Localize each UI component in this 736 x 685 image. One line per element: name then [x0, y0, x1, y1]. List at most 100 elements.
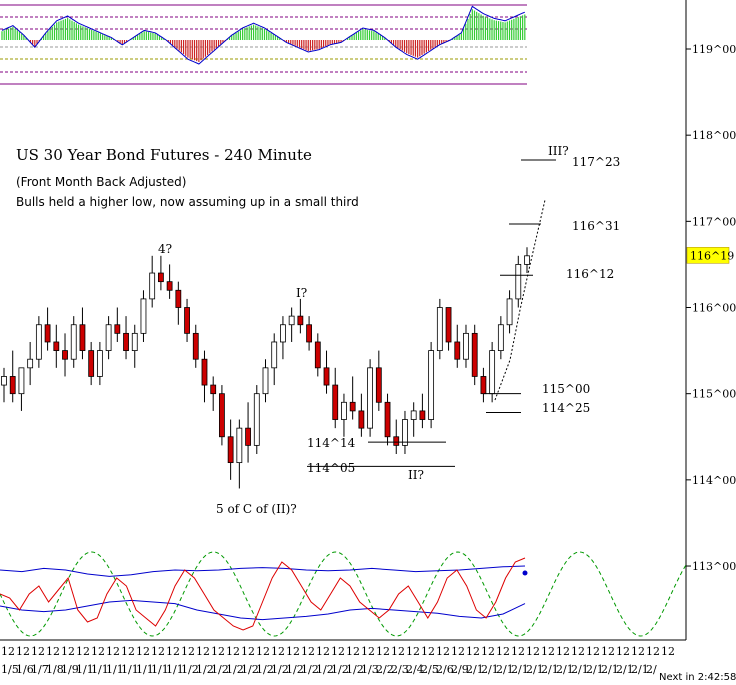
x-tick-label-month: 12 [256, 645, 270, 658]
candle-body [463, 332, 469, 360]
x-tick-label-day: 1/1 [151, 663, 169, 676]
candle-body [210, 384, 217, 395]
x-tick-label-day: 2/1 [511, 663, 529, 676]
wave-label: I? [296, 286, 307, 300]
candle-body [375, 367, 382, 403]
candle-body [35, 324, 42, 360]
candle-body [96, 350, 103, 377]
x-tick-label-month: 12 [331, 645, 345, 658]
x-tick-label-day: 2/1 [586, 663, 604, 676]
candle-body [123, 332, 129, 351]
candle-body [44, 324, 51, 343]
x-tick-label-month: 12 [196, 645, 210, 658]
x-tick-label-month: 12 [166, 645, 180, 658]
candle-body [497, 324, 504, 351]
candle-body [280, 324, 286, 343]
x-tick-label-month: 12 [541, 645, 555, 658]
x-tick-label-month: 12 [376, 645, 390, 658]
x-tick-label-month: 12 [121, 645, 135, 658]
price-level-label: 116^31 [572, 219, 620, 233]
x-tick-label-month: 12 [316, 645, 330, 658]
x-tick-label-month: 12 [181, 645, 195, 658]
lower-band-line [0, 599, 526, 621]
x-tick-label-day: 1/2 [211, 663, 229, 676]
x-tick-label-day: 1/5 [1, 663, 19, 676]
x-tick-label-month: 12 [361, 645, 375, 658]
candle-body [367, 367, 374, 429]
candle-body [253, 393, 260, 446]
x-tick-label-month: 12 [646, 645, 660, 658]
wave-label: III? [548, 144, 569, 158]
y-tick-label: 116^00 [692, 302, 736, 315]
x-tick-label-month: 12 [436, 645, 450, 658]
x-tick-label-day: 1/1 [136, 663, 154, 676]
candle-body [1, 376, 7, 386]
candle-body [245, 427, 251, 446]
candle-body [471, 332, 478, 377]
x-tick-label-month: 12 [346, 645, 360, 658]
x-tick-label-day: 1/8 [46, 663, 64, 676]
x-tick-label-day: 1/1 [166, 663, 184, 676]
x-tick-label-day: 2/1 [466, 663, 484, 676]
candle-body [480, 376, 487, 395]
wave-label: 5 of C of (II)? [216, 502, 297, 516]
x-tick-label-month: 12 [616, 645, 630, 658]
y-tick-label: 114^00 [692, 474, 736, 487]
x-tick-label-month: 12 [631, 645, 645, 658]
x-tick-label-month: 12 [31, 645, 45, 658]
x-tick-label-month: 12 [151, 645, 165, 658]
candle-body [288, 315, 295, 326]
candle-body [53, 341, 60, 351]
x-tick-label-month: 12 [406, 645, 420, 658]
x-tick-label-day: 1/1 [121, 663, 139, 676]
candle-body [157, 272, 164, 283]
x-tick-label-day: 2/1 [541, 663, 559, 676]
x-tick-label-day: 2/1 [481, 663, 499, 676]
candle-body [515, 264, 522, 300]
oscillator-line [1, 5, 525, 65]
stochastic-line [0, 557, 526, 631]
y-tick-label: 119^00 [692, 43, 736, 56]
y-tick-label: 115^00 [692, 388, 736, 401]
x-tick-label-month: 12 [271, 645, 285, 658]
projection-line [494, 199, 546, 401]
candle-body [524, 255, 530, 265]
candle-body [506, 298, 513, 326]
candle-body [314, 341, 321, 369]
candle-body [70, 324, 77, 360]
x-tick-label-month: 12 [211, 645, 225, 658]
stochastic-end-marker [522, 570, 528, 576]
candle-body [358, 410, 365, 429]
status-bg [656, 669, 736, 681]
x-tick-label-day: 2/1 [601, 663, 619, 676]
x-tick-label-month: 12 [16, 645, 30, 658]
candle-body [428, 350, 435, 420]
candle-body [419, 410, 426, 420]
x-tick-label-month: 12 [421, 645, 435, 658]
x-tick-label-day: 1/2 [241, 663, 259, 676]
x-tick-label-month: 12 [661, 645, 675, 658]
chart-commentary: Bulls held a higher low, now assuming up… [16, 195, 359, 209]
current-price-label: 116^19 [690, 249, 734, 262]
upper-band-line [0, 565, 526, 577]
x-tick-label-day: 2/5 [421, 663, 439, 676]
candle-body [175, 289, 182, 308]
x-tick-label-day: 2/1 [496, 663, 514, 676]
x-tick-label-day: 1/2 [226, 663, 244, 676]
x-tick-label-month: 12 [391, 645, 405, 658]
x-tick-label-day: 2/4 [406, 663, 424, 676]
price-level-label: 117^23 [572, 155, 620, 169]
x-tick-label-day: 1/1 [76, 663, 94, 676]
candle-body [454, 341, 461, 360]
price-level-label: 114^25 [542, 401, 590, 415]
candle-body [227, 436, 234, 464]
x-tick-label-month: 12 [46, 645, 60, 658]
candle-body [332, 384, 339, 420]
x-tick-label-day: 2/6 [436, 663, 454, 676]
x-tick-label-day: 2/1 [631, 663, 649, 676]
x-tick-label-day: 2/1 [616, 663, 634, 676]
candle-body [88, 350, 95, 377]
x-tick-label-day: 2/1 [526, 663, 544, 676]
x-tick-label-month: 12 [76, 645, 90, 658]
